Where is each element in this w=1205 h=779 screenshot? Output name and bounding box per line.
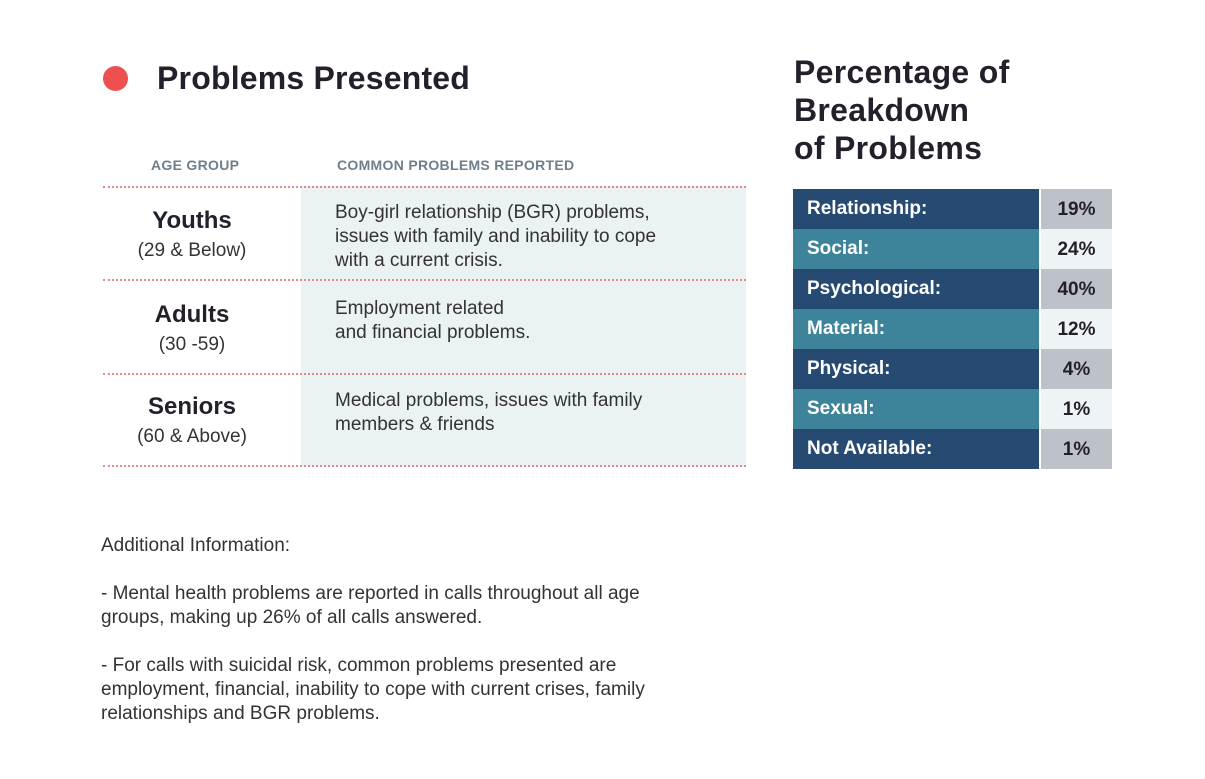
info-point-mental-health: - Mental health problems are reported in…	[101, 582, 741, 630]
breakdown-row: Social: 24%	[793, 229, 1112, 269]
breakdown-row: Relationship: 19%	[793, 189, 1112, 229]
breakdown-row: Sexual: 1%	[793, 389, 1112, 429]
problems-cell: Medical problems, issues with family mem…	[335, 389, 725, 437]
age-group-name: Youths	[152, 207, 232, 234]
problem-line: with a current crisis.	[335, 250, 503, 271]
problem-line: Medical problems, issues with family	[335, 390, 643, 411]
red-dot-icon	[103, 66, 128, 91]
breakdown-row: Material: 12%	[793, 309, 1112, 349]
column-header-age-group: AGE GROUP	[151, 157, 240, 173]
breakdown-row: Psychological: 40%	[793, 269, 1112, 309]
age-group-cell: Seniors (60 & Above)	[103, 392, 281, 452]
additional-information: Additional Information: - Mental health …	[101, 534, 741, 750]
table-divider	[103, 186, 746, 188]
breakdown-value: 4%	[1039, 349, 1112, 389]
table-divider	[103, 465, 746, 467]
problem-line: issues with family and inability to cope	[335, 226, 657, 247]
problems-cell: Boy-girl relationship (BGR) problems, is…	[335, 201, 725, 273]
table-row-adults: Adults (30 -59) Employment related and f…	[103, 280, 746, 373]
breakdown-value: 12%	[1039, 309, 1112, 349]
breakdown-value: 1%	[1039, 429, 1112, 469]
page-title: Problems Presented	[157, 60, 471, 96]
breakdown-value: 1%	[1039, 389, 1112, 429]
breakdown-row: Physical: 4%	[793, 349, 1112, 389]
problems-column-shading	[301, 186, 746, 467]
breakdown-title: Percentage of Breakdown of Problems	[794, 54, 1010, 166]
problem-line: Boy-girl relationship (BGR) problems,	[335, 202, 650, 223]
breakdown-label: Material:	[793, 309, 1039, 349]
breakdown-label: Social:	[793, 229, 1039, 269]
problems-cell: Employment related and financial problem…	[335, 297, 725, 345]
age-group-range: (29 & Below)	[137, 240, 247, 261]
breakdown-label: Relationship:	[793, 189, 1039, 229]
breakdown-label: Sexual:	[793, 389, 1039, 429]
breakdown-value: 19%	[1039, 189, 1112, 229]
info-line: - Mental health problems are reported in…	[101, 583, 640, 604]
age-group-name: Adults	[154, 301, 230, 328]
info-line: groups, making up 26% of all calls answe…	[101, 607, 483, 628]
breakdown-label: Psychological:	[793, 269, 1039, 309]
age-group-cell: Adults (30 -59)	[103, 300, 281, 360]
breakdown-value: 24%	[1039, 229, 1112, 269]
problem-line: members & friends	[335, 414, 495, 435]
info-line: - For calls with suicidal risk, common p…	[101, 655, 617, 676]
problems-table: Youths (29 & Below) Boy-girl relationshi…	[103, 186, 746, 467]
age-group-cell: Youths (29 & Below)	[103, 206, 281, 266]
age-group-range: (30 -59)	[158, 334, 226, 355]
age-group-range: (60 & Above)	[137, 426, 247, 447]
table-divider	[103, 279, 746, 281]
breakdown-table: Relationship: 19% Social: 24% Psychologi…	[793, 189, 1112, 469]
table-row-youths: Youths (29 & Below) Boy-girl relationshi…	[103, 186, 746, 279]
breakdown-value: 40%	[1039, 269, 1112, 309]
column-header-common-problems: COMMON PROBLEMS REPORTED	[337, 157, 575, 173]
breakdown-label: Physical:	[793, 349, 1039, 389]
table-divider	[103, 373, 746, 375]
info-line: relationships and BGR problems.	[101, 703, 380, 724]
info-heading: Additional Information:	[101, 535, 291, 556]
info-point-suicidal-risk: - For calls with suicidal risk, common p…	[101, 654, 741, 726]
breakdown-row: Not Available: 1%	[793, 429, 1112, 469]
info-line: employment, financial, inability to cope…	[101, 679, 645, 700]
problem-line: and financial problems.	[335, 322, 531, 343]
breakdown-label: Not Available:	[793, 429, 1039, 469]
table-row-seniors: Seniors (60 & Above) Medical problems, i…	[103, 372, 746, 465]
problem-line: Employment related	[335, 298, 504, 319]
age-group-name: Seniors	[147, 393, 237, 420]
